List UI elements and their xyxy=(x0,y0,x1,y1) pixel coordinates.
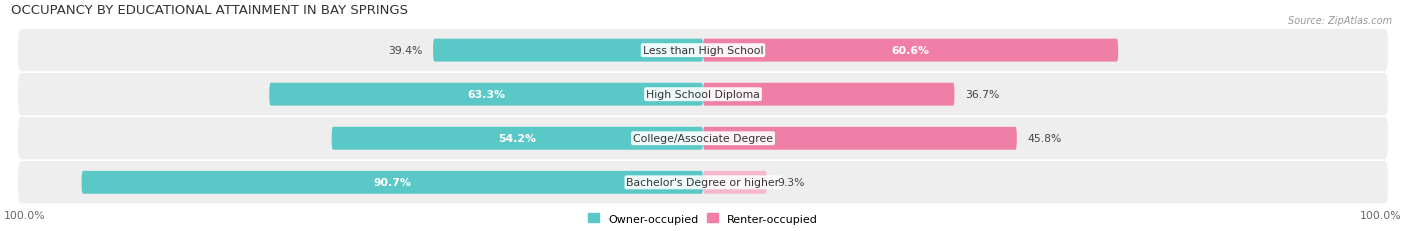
Text: 90.7%: 90.7% xyxy=(374,178,411,188)
Text: 63.3%: 63.3% xyxy=(467,90,505,100)
Text: Less than High School: Less than High School xyxy=(643,46,763,56)
FancyBboxPatch shape xyxy=(332,127,703,150)
Text: 9.3%: 9.3% xyxy=(778,178,804,188)
FancyBboxPatch shape xyxy=(703,83,955,106)
Text: 54.2%: 54.2% xyxy=(498,134,536,144)
FancyBboxPatch shape xyxy=(270,83,703,106)
FancyBboxPatch shape xyxy=(18,74,1388,116)
FancyBboxPatch shape xyxy=(433,40,703,62)
FancyBboxPatch shape xyxy=(82,171,703,194)
Text: High School Diploma: High School Diploma xyxy=(647,90,759,100)
Text: 36.7%: 36.7% xyxy=(965,90,1000,100)
Text: Source: ZipAtlas.com: Source: ZipAtlas.com xyxy=(1288,16,1392,26)
FancyBboxPatch shape xyxy=(703,171,766,194)
Text: OCCUPANCY BY EDUCATIONAL ATTAINMENT IN BAY SPRINGS: OCCUPANCY BY EDUCATIONAL ATTAINMENT IN B… xyxy=(11,4,408,17)
Text: 45.8%: 45.8% xyxy=(1026,134,1062,144)
Text: Bachelor's Degree or higher: Bachelor's Degree or higher xyxy=(627,178,779,188)
Text: College/Associate Degree: College/Associate Degree xyxy=(633,134,773,144)
Text: 60.6%: 60.6% xyxy=(891,46,929,56)
FancyBboxPatch shape xyxy=(18,161,1388,204)
Text: 100.0%: 100.0% xyxy=(1360,210,1402,220)
FancyBboxPatch shape xyxy=(18,118,1388,160)
Text: 100.0%: 100.0% xyxy=(4,210,46,220)
FancyBboxPatch shape xyxy=(703,40,1118,62)
FancyBboxPatch shape xyxy=(703,127,1017,150)
Text: 39.4%: 39.4% xyxy=(388,46,423,56)
Legend: Owner-occupied, Renter-occupied: Owner-occupied, Renter-occupied xyxy=(583,209,823,228)
FancyBboxPatch shape xyxy=(18,30,1388,72)
